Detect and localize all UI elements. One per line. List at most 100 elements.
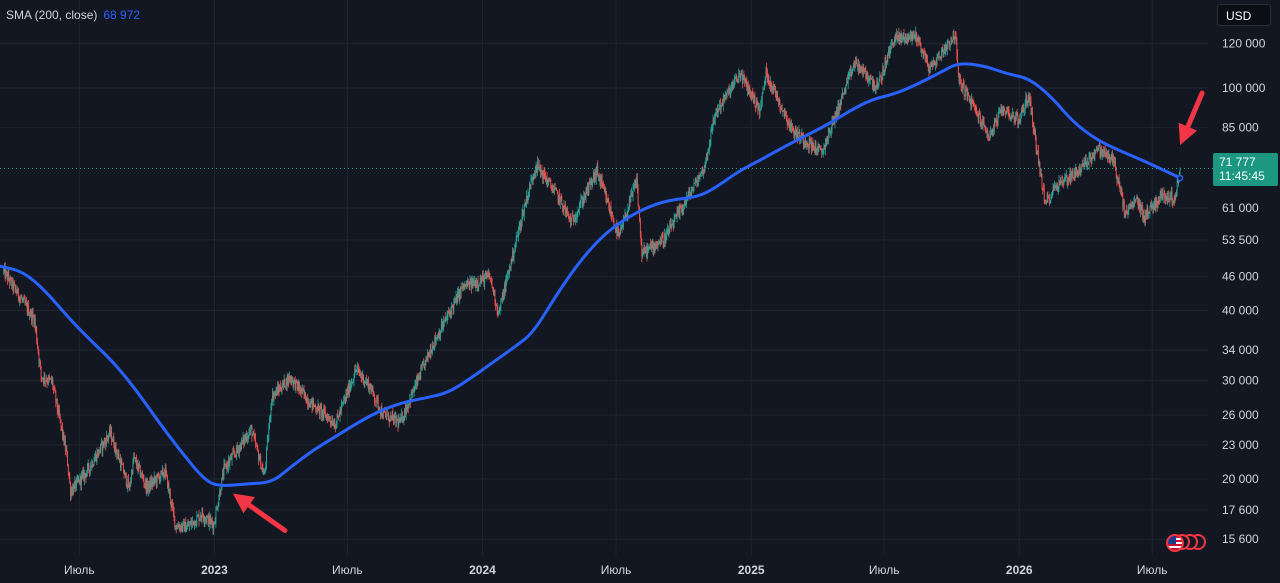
candle-body: [287, 376, 289, 386]
candle-body: [784, 113, 786, 117]
candle: [374, 393, 375, 406]
candle-body: [418, 375, 419, 379]
candle-body: [1032, 124, 1034, 128]
candle-body: [436, 338, 438, 340]
candle-body: [520, 222, 522, 228]
candle-body: [184, 522, 186, 532]
candle-body: [970, 99, 972, 106]
candle-body: [503, 294, 505, 300]
candle-body: [133, 457, 135, 459]
candle: [252, 433, 254, 437]
candle: [274, 390, 276, 400]
candle-body: [883, 68, 884, 73]
candle: [3, 267, 5, 276]
candle: [909, 35, 911, 40]
candle-body: [590, 179, 592, 183]
candle: [479, 282, 480, 286]
candle: [406, 404, 408, 414]
candle: [203, 513, 204, 523]
candle-body: [17, 288, 19, 298]
currency-button[interactable]: USD: [1217, 4, 1271, 26]
candle-body: [443, 321, 445, 322]
candle-body: [216, 507, 218, 511]
candle-body: [445, 317, 447, 320]
candle: [1027, 94, 1029, 108]
candle: [48, 373, 50, 383]
candle: [238, 444, 240, 459]
candle: [793, 127, 795, 139]
candle: [775, 90, 777, 101]
candle-body: [435, 338, 437, 342]
candle-body: [399, 419, 400, 423]
candle: [105, 438, 107, 451]
candle: [576, 213, 577, 223]
candle: [358, 366, 360, 377]
candle: [1167, 191, 1169, 206]
candle-body: [449, 312, 450, 314]
candle-body: [662, 236, 664, 244]
candle-body: [707, 152, 709, 155]
candle-body: [992, 129, 994, 131]
candle: [1051, 192, 1052, 200]
candle: [147, 478, 149, 494]
economic-events-markers[interactable]: [1166, 534, 1210, 552]
candle: [385, 410, 386, 419]
candle: [728, 83, 730, 95]
candle: [1157, 196, 1159, 208]
candle-body: [499, 308, 501, 310]
candle: [860, 65, 862, 73]
candle: [109, 423, 111, 437]
candle: [878, 78, 880, 87]
candle: [994, 117, 996, 127]
candle: [46, 377, 48, 389]
candle: [1117, 176, 1119, 184]
candle-body: [513, 253, 515, 258]
candle-body: [177, 525, 179, 529]
candle-body: [809, 138, 811, 142]
candle-body: [522, 210, 524, 215]
candle: [386, 415, 388, 421]
candle-body: [717, 108, 718, 114]
price-axis-label: 61 000: [1222, 201, 1259, 215]
candle: [365, 377, 367, 384]
candle: [352, 381, 353, 385]
candle: [813, 142, 815, 151]
candle: [658, 239, 660, 246]
candle-body: [590, 182, 591, 185]
candle-body: [685, 200, 687, 205]
candle: [1045, 199, 1047, 205]
candle-body: [788, 121, 790, 124]
candle: [245, 432, 247, 443]
candle-body: [250, 426, 252, 428]
indicator-legend[interactable]: SMA (200, close) 68 972: [6, 8, 140, 22]
candle-body: [422, 362, 424, 365]
candle-body: [1059, 180, 1061, 185]
candle-body: [898, 32, 900, 39]
candle: [725, 90, 726, 100]
candle: [280, 386, 282, 393]
candle: [1090, 152, 1091, 163]
candle-body: [324, 411, 326, 418]
candle: [546, 172, 548, 188]
candle-body: [577, 212, 579, 213]
candle-body: [621, 227, 623, 228]
candle: [718, 108, 720, 112]
candle: [480, 274, 482, 283]
candle: [631, 191, 633, 198]
candle-body: [59, 417, 61, 420]
candle: [460, 282, 462, 299]
candle: [983, 116, 985, 131]
candle-body: [335, 427, 336, 429]
candle-body: [221, 477, 223, 490]
candle: [10, 276, 12, 281]
candle: [342, 401, 344, 405]
candle: [156, 472, 158, 489]
candle-body: [46, 380, 48, 383]
us-flag-icon[interactable]: [1166, 534, 1184, 552]
candle-body: [756, 98, 758, 103]
candle-body: [1136, 196, 1138, 199]
candle: [236, 441, 238, 454]
candle: [628, 195, 630, 211]
candle: [629, 195, 631, 208]
